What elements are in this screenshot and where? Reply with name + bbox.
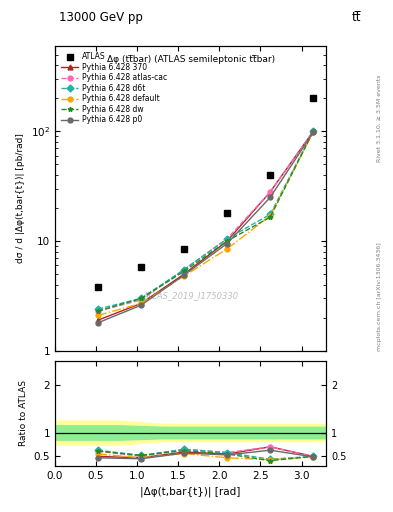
ATLAS xyxy=(311,95,316,101)
Line: Pythia 6.428 dw: Pythia 6.428 dw xyxy=(95,129,316,313)
Pythia 6.428 dw xyxy=(311,129,316,135)
Y-axis label: dσ / d |Δφ(t,bar{t})| [pb/rad]: dσ / d |Δφ(t,bar{t})| [pb/rad] xyxy=(17,134,26,263)
Legend: ATLAS, Pythia 6.428 370, Pythia 6.428 atlas-cac, Pythia 6.428 d6t, Pythia 6.428 : ATLAS, Pythia 6.428 370, Pythia 6.428 at… xyxy=(59,50,169,126)
Pythia 6.428 370 xyxy=(311,129,316,135)
Pythia 6.428 d6t xyxy=(139,295,143,302)
Pythia 6.428 370 xyxy=(225,238,230,244)
Line: Pythia 6.428 370: Pythia 6.428 370 xyxy=(95,129,316,323)
Text: mcplots.cern.ch [arXiv:1306.3436]: mcplots.cern.ch [arXiv:1306.3436] xyxy=(377,243,382,351)
Text: ATLAS_2019_I1750330: ATLAS_2019_I1750330 xyxy=(143,291,239,301)
Pythia 6.428 atlas-cac xyxy=(225,236,230,242)
ATLAS xyxy=(182,246,186,252)
ATLAS xyxy=(225,210,230,216)
Pythia 6.428 atlas-cac xyxy=(95,308,100,314)
Pythia 6.428 370 xyxy=(139,301,143,307)
Line: Pythia 6.428 default: Pythia 6.428 default xyxy=(95,130,316,318)
Pythia 6.428 atlas-cac xyxy=(311,129,316,135)
ATLAS xyxy=(268,172,272,178)
Line: Pythia 6.428 p0: Pythia 6.428 p0 xyxy=(95,130,316,325)
X-axis label: |Δφ(t,bar{t})| [rad]: |Δφ(t,bar{t})| [rad] xyxy=(140,486,241,497)
Pythia 6.428 d6t xyxy=(95,306,100,312)
Pythia 6.428 370 xyxy=(95,317,100,323)
ATLAS xyxy=(139,264,143,270)
Pythia 6.428 d6t xyxy=(268,211,272,218)
Pythia 6.428 atlas-cac xyxy=(268,189,272,195)
Pythia 6.428 p0 xyxy=(139,302,143,308)
Pythia 6.428 p0 xyxy=(182,272,186,278)
Pythia 6.428 370 xyxy=(182,271,186,277)
Pythia 6.428 dw xyxy=(95,308,100,314)
Pythia 6.428 d6t xyxy=(311,129,316,135)
Y-axis label: Ratio to ATLAS: Ratio to ATLAS xyxy=(19,380,28,446)
Pythia 6.428 p0 xyxy=(268,195,272,201)
Pythia 6.428 default xyxy=(225,246,230,252)
Pythia 6.428 default xyxy=(95,312,100,318)
Line: Pythia 6.428 atlas-cac: Pythia 6.428 atlas-cac xyxy=(95,129,316,313)
Pythia 6.428 dw xyxy=(182,268,186,274)
Pythia 6.428 default xyxy=(139,301,143,307)
Text: tt̅: tt̅ xyxy=(352,11,362,24)
Pythia 6.428 atlas-cac xyxy=(139,297,143,303)
Pythia 6.428 p0 xyxy=(311,130,316,136)
Pythia 6.428 d6t xyxy=(182,266,186,272)
Pythia 6.428 default xyxy=(268,212,272,219)
Pythia 6.428 370 xyxy=(268,189,272,195)
Pythia 6.428 default xyxy=(182,273,186,279)
Pythia 6.428 dw xyxy=(225,238,230,244)
Text: Δφ (tt̅bar) (ATLAS semileptonic tt̅bar): Δφ (tt̅bar) (ATLAS semileptonic tt̅bar) xyxy=(107,55,275,64)
ATLAS xyxy=(95,284,100,290)
Text: 13000 GeV pp: 13000 GeV pp xyxy=(59,11,143,24)
Pythia 6.428 p0 xyxy=(95,319,100,326)
Line: ATLAS: ATLAS xyxy=(95,95,317,291)
Pythia 6.428 p0 xyxy=(225,241,230,247)
Pythia 6.428 d6t xyxy=(225,236,230,242)
Pythia 6.428 dw xyxy=(139,295,143,302)
Line: Pythia 6.428 d6t: Pythia 6.428 d6t xyxy=(95,129,316,311)
Text: Rivet 3.1.10, ≥ 3.5M events: Rivet 3.1.10, ≥ 3.5M events xyxy=(377,74,382,161)
Pythia 6.428 dw xyxy=(268,214,272,220)
Pythia 6.428 atlas-cac xyxy=(182,266,186,272)
Pythia 6.428 default xyxy=(311,130,316,136)
